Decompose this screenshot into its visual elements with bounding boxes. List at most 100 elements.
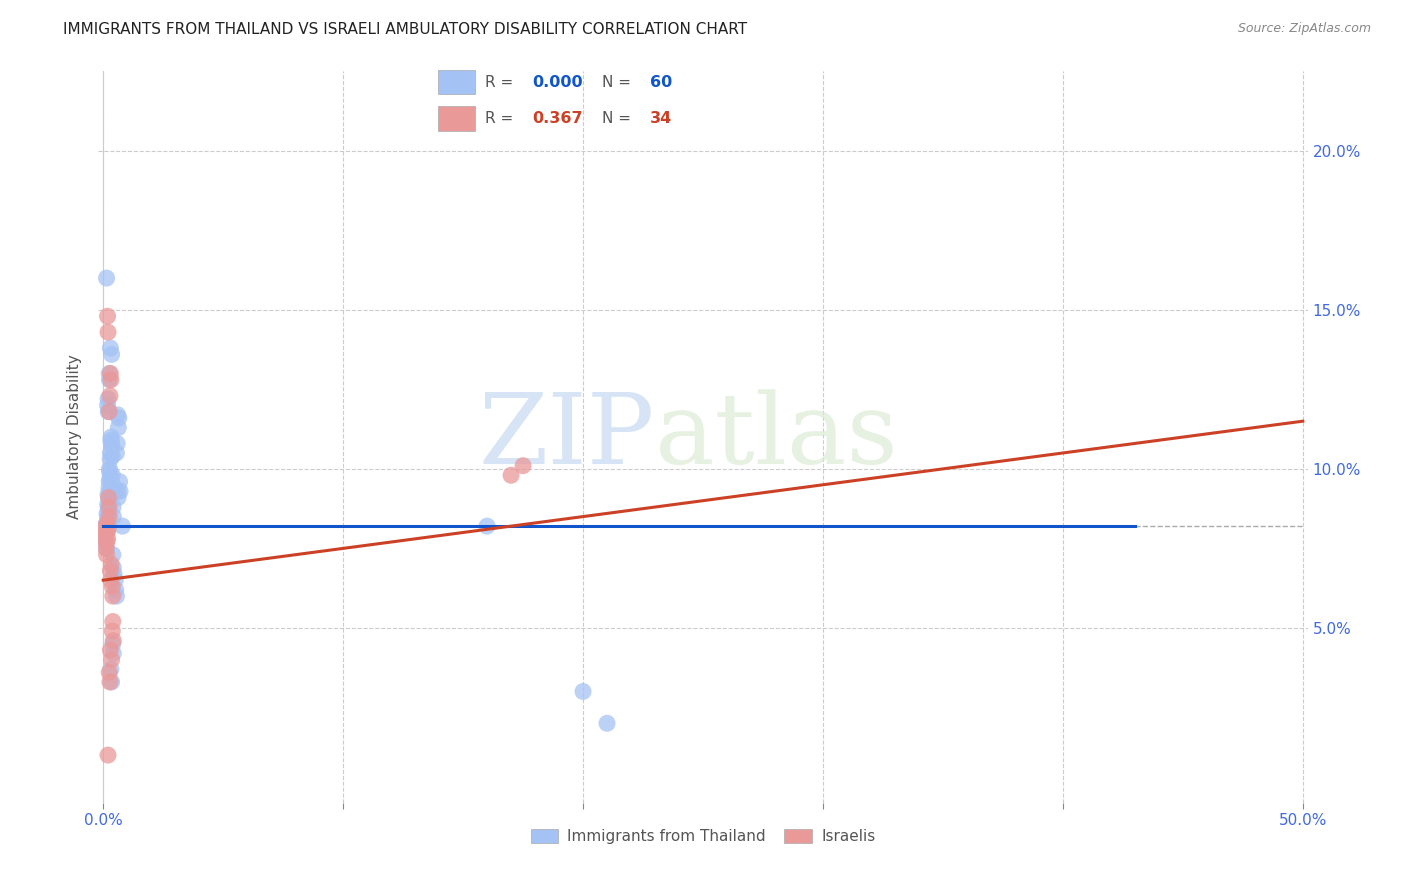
Point (97, 487, 120, 501)
Point (100, 436, 122, 450)
Point (94, 535, 117, 549)
Text: 34: 34 (650, 111, 672, 126)
Point (98, 367, 121, 381)
Bar (439, 70, 475, 95)
Point (103, 509, 125, 524)
Point (97, 325, 120, 339)
Point (97, 491, 120, 505)
Point (596, 716, 619, 731)
Point (96, 548, 118, 562)
Point (100, 347, 122, 361)
Point (97, 392, 120, 406)
Point (98, 509, 121, 524)
Point (572, 684, 595, 698)
Point (107, 491, 129, 505)
Point (96, 525, 118, 540)
Point (101, 615, 124, 629)
Point (96, 522, 118, 536)
Point (103, 560, 125, 574)
Text: 0.000: 0.000 (533, 75, 583, 90)
Point (101, 589, 124, 603)
Point (499, 468, 522, 483)
Point (103, 566, 125, 581)
Point (100, 341, 122, 355)
Point (97, 748, 120, 763)
Point (98, 471, 121, 485)
Text: atlas: atlas (655, 389, 897, 485)
Point (100, 564, 122, 578)
Point (100, 446, 122, 460)
Point (98, 665, 121, 680)
Point (98, 389, 121, 403)
Point (100, 653, 122, 667)
Point (101, 548, 124, 562)
Point (100, 675, 122, 690)
Point (94, 541, 117, 556)
Point (475, 519, 498, 533)
Point (105, 436, 128, 450)
Text: R =: R = (485, 111, 517, 126)
Point (98, 475, 121, 489)
Point (97, 500, 120, 514)
Point (103, 646, 125, 660)
Point (100, 373, 122, 387)
Point (94, 525, 117, 540)
Point (104, 582, 127, 597)
Point (96, 516, 118, 530)
Point (105, 446, 128, 460)
Text: R =: R = (485, 75, 517, 90)
Bar (439, 106, 475, 130)
Point (100, 430, 122, 444)
Point (101, 477, 124, 491)
Point (98, 500, 121, 514)
Point (101, 440, 124, 454)
Point (98, 465, 121, 479)
Point (98, 404, 121, 418)
Point (100, 434, 122, 448)
Point (108, 475, 131, 489)
Point (107, 408, 129, 422)
Point (96, 310, 118, 324)
Point (101, 580, 124, 594)
Point (101, 500, 124, 514)
Text: 60: 60 (650, 75, 672, 90)
Point (96, 398, 118, 412)
Text: ZIP: ZIP (478, 389, 655, 485)
Point (93, 532, 115, 546)
Point (101, 468, 124, 483)
Point (100, 662, 122, 676)
Point (98, 481, 121, 495)
Point (101, 487, 124, 501)
Point (100, 367, 122, 381)
Text: N =: N = (602, 75, 636, 90)
Text: 0.367: 0.367 (533, 111, 583, 126)
Point (98, 462, 121, 476)
Text: N =: N = (602, 111, 636, 126)
Point (100, 643, 122, 657)
Point (96, 507, 118, 521)
Point (97, 497, 120, 511)
Legend: Immigrants from Thailand, Israelis: Immigrants from Thailand, Israelis (524, 822, 882, 850)
Point (108, 411, 131, 425)
Point (107, 420, 129, 434)
Point (97, 522, 120, 536)
Point (94, 529, 117, 543)
Point (100, 558, 122, 572)
Point (103, 633, 125, 648)
Point (94, 519, 117, 533)
Text: Source: ZipAtlas.com: Source: ZipAtlas.com (1237, 22, 1371, 36)
Point (108, 484, 131, 499)
Point (94, 519, 117, 533)
Point (111, 519, 134, 533)
Point (96, 271, 118, 285)
Point (101, 637, 124, 651)
Point (512, 458, 534, 473)
Point (96, 516, 118, 530)
Y-axis label: Ambulatory Disability: Ambulatory Disability (67, 355, 83, 519)
Point (101, 449, 124, 463)
Point (97, 491, 120, 505)
Point (105, 589, 128, 603)
Point (96, 535, 118, 549)
Point (96, 541, 118, 556)
Point (100, 573, 122, 587)
